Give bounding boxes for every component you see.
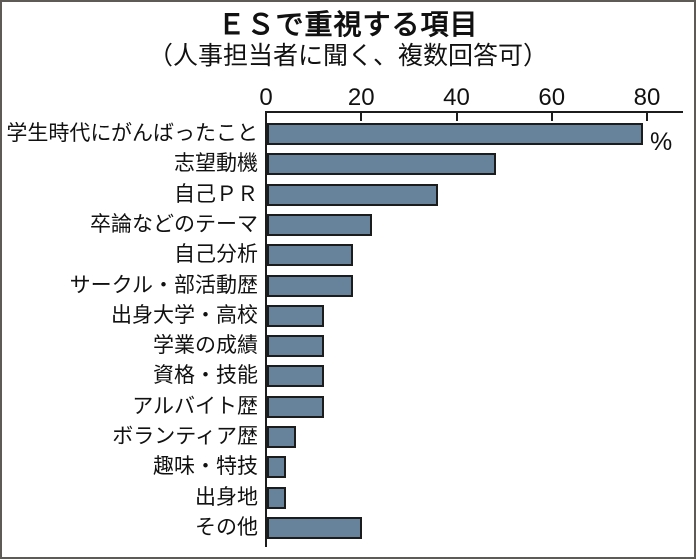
x-tick-label: 60	[538, 84, 566, 111]
bar-6	[267, 275, 353, 297]
category-label: 卒論などのテーマ	[90, 213, 258, 236]
bar-9	[267, 365, 324, 387]
bar-4	[267, 214, 372, 236]
bar-14	[267, 517, 362, 539]
x-tick-label: 80	[633, 84, 661, 111]
unit-label: %	[650, 128, 673, 156]
category-label: サークル・部活動歴	[69, 274, 258, 297]
bar-12	[267, 456, 286, 478]
x-tick-mark	[455, 113, 458, 121]
bar-1	[267, 123, 643, 145]
category-label: アルバイト歴	[132, 395, 258, 418]
bar-2	[267, 153, 496, 175]
bar-8	[267, 335, 324, 357]
category-label: 学業の成績	[153, 334, 258, 357]
bar-10	[267, 396, 324, 418]
bar-7	[267, 305, 324, 327]
x-tick-mark	[550, 113, 553, 121]
bar-5	[267, 244, 353, 266]
bar-13	[267, 487, 286, 509]
category-label: その他	[195, 516, 258, 539]
x-tick-label: 20	[347, 84, 375, 111]
category-label: 出身大学・高校	[111, 304, 258, 327]
chart-title: ＥＳで重視する項目	[217, 9, 479, 40]
plot-area	[265, 111, 683, 547]
x-tick-label: 0	[259, 84, 273, 111]
x-tick-mark	[646, 113, 648, 121]
bar-11	[267, 426, 296, 448]
category-label: 出身地	[195, 486, 258, 509]
x-tick-mark	[360, 113, 363, 121]
x-tick-label: 40	[443, 84, 470, 111]
category-label: 趣味・特技	[153, 455, 258, 478]
category-label: 自己ＰＲ	[174, 183, 258, 206]
category-label: ボランティア歴	[112, 425, 258, 448]
category-label: 資格・技能	[153, 364, 258, 387]
category-label: 自己分析	[174, 243, 258, 266]
bar-3	[267, 184, 438, 206]
category-label: 志望動機	[174, 152, 258, 175]
chart-subtitle: （人事担当者に聞く、複数回答可）	[147, 42, 548, 70]
category-label: 学生時代にがんばったこと	[6, 122, 258, 145]
